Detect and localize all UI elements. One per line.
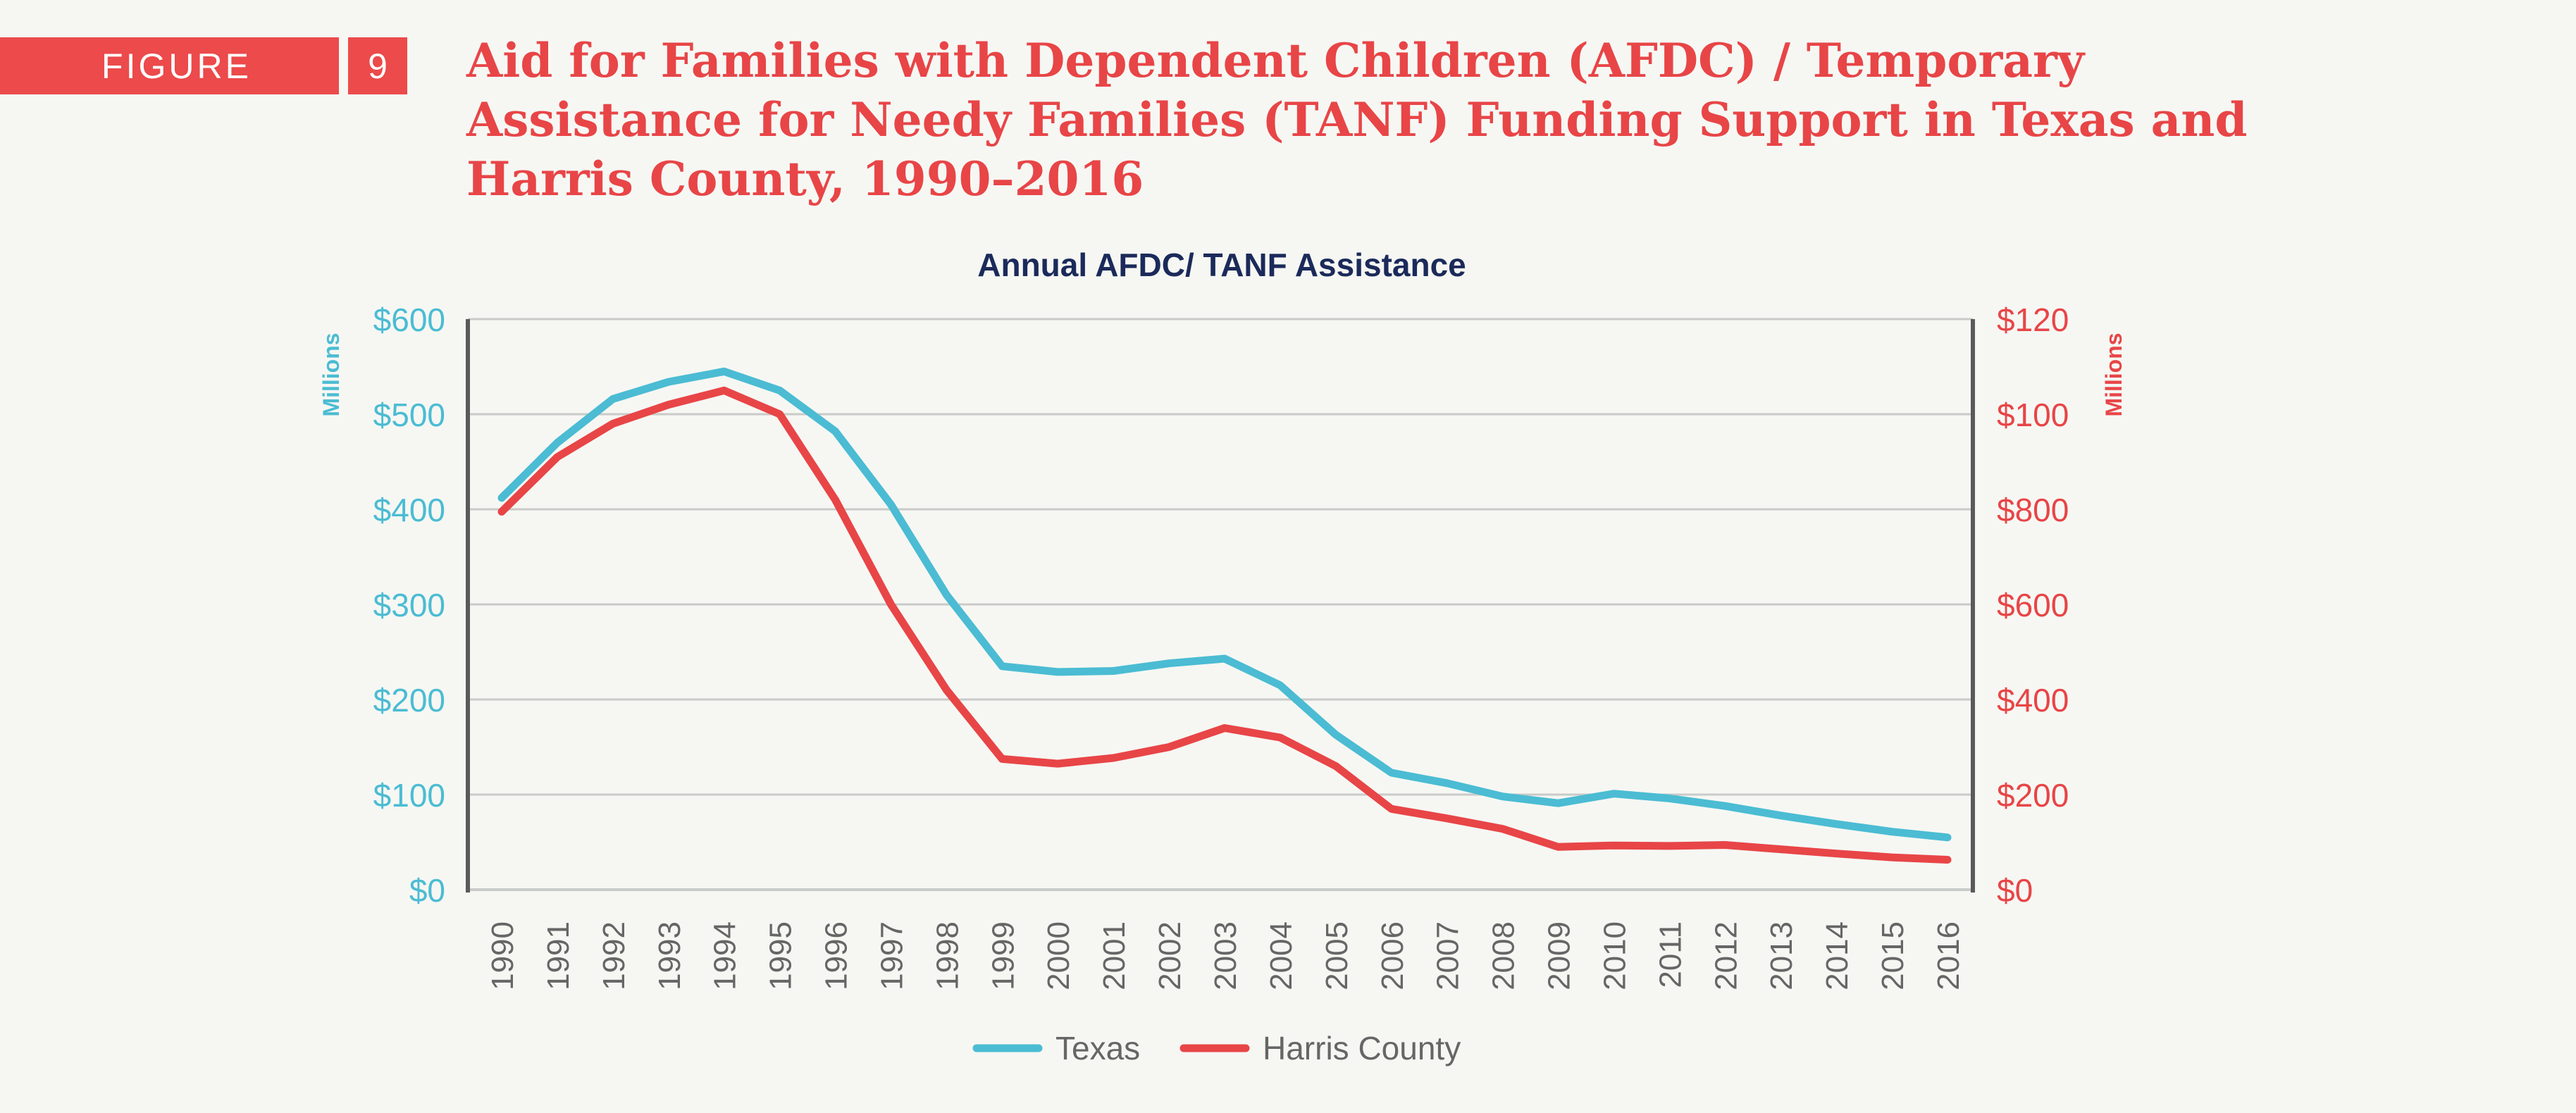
right-tick-label: $0 (1997, 872, 2033, 909)
x-tick-label: 2016 (1931, 921, 1966, 990)
x-tick-label: 2001 (1097, 921, 1132, 990)
x-tick-label: 2006 (1375, 921, 1410, 990)
right-tick-label: $120 (1997, 301, 2069, 338)
right-tick-label: $800 (1997, 492, 2069, 528)
x-tick-label: 1995 (764, 921, 798, 990)
harris-county-series-line (497, 386, 1952, 864)
legend-harris-county-label: Harris County (1263, 1030, 1461, 1067)
x-tick-label: 2002 (1153, 921, 1187, 990)
x-tick-label: 1992 (597, 921, 631, 990)
legend-texas-label: Texas (1055, 1030, 1140, 1067)
x-tick-label: 1994 (708, 921, 743, 990)
right-tick-label: $100 (1997, 397, 2069, 433)
x-tick-label: 2008 (1487, 921, 1521, 990)
x-tick-label: 2009 (1542, 921, 1577, 990)
texas-series-line (497, 367, 1952, 842)
left-tick-label: $100 (373, 777, 445, 814)
x-tick-label: 1990 (485, 921, 520, 990)
figure-label: FIGURE (0, 37, 339, 94)
page-title: Aid for Families with Dependent Children… (466, 33, 2248, 206)
left-tick-label: $300 (373, 587, 445, 623)
x-tick-label: 2007 (1431, 921, 1466, 990)
x-tick-label: 1993 (652, 921, 687, 990)
x-tick-label: 2005 (1320, 921, 1354, 990)
x-tick-label: 2003 (1208, 921, 1243, 990)
left-tick-label: $500 (373, 397, 445, 433)
x-tick-label: 2012 (1709, 921, 1743, 990)
left-tick-label: $0 (409, 872, 445, 909)
figure-number: 9 (348, 37, 407, 94)
left-tick-label: $400 (373, 492, 445, 528)
right-tick-label: $400 (1997, 682, 2069, 719)
x-tick-label: 2014 (1820, 921, 1854, 990)
right-tick-label: $600 (1997, 587, 2069, 623)
x-tick-label: 2015 (1876, 921, 1910, 990)
right-tick-label: $200 (1997, 777, 2069, 814)
x-tick-label: 2010 (1597, 921, 1632, 990)
right-axis-title: Millions (2101, 332, 2126, 416)
left-tick-label: $600 (373, 301, 445, 338)
x-tick-label: 1999 (986, 921, 1020, 990)
x-tick-label: 1991 (541, 921, 576, 990)
left-tick-label: $200 (373, 682, 445, 719)
x-tick-label: 1996 (819, 921, 854, 990)
x-tick-label: 1997 (874, 921, 909, 990)
chart-title: Annual AFDC/ TANF Assistance (977, 247, 1466, 283)
x-tick-label: 2004 (1264, 921, 1299, 990)
x-tick-label: 2013 (1764, 921, 1799, 990)
x-tick-label: 2011 (1653, 921, 1688, 988)
x-tick-label: 1998 (930, 921, 965, 990)
x-tick-label: 2000 (1041, 921, 1076, 990)
left-axis-title: Millions (318, 332, 344, 416)
